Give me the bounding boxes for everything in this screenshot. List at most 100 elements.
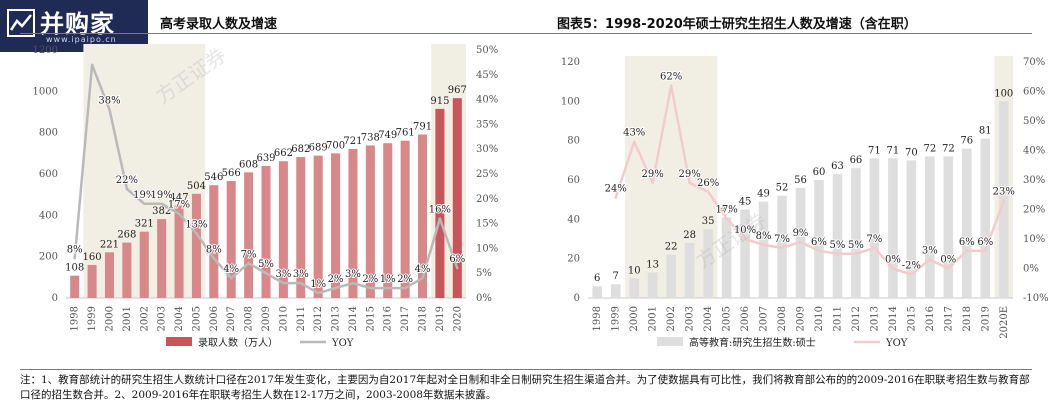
- x-axis-tick-label: 2019: [435, 306, 446, 331]
- bar-value-label: 70: [905, 147, 918, 158]
- chart1-title: 高考录取人数及增速: [160, 17, 278, 32]
- yoy-value-label: 19%: [133, 190, 155, 201]
- yoy-point: [160, 202, 163, 205]
- yoy-value-label: 17%: [168, 200, 190, 211]
- yoy-value-label: 2%: [328, 274, 344, 285]
- x-axis-tick-label: 2011: [296, 306, 307, 331]
- bar: [70, 275, 80, 298]
- bar: [943, 156, 954, 298]
- yoy-value-label: 7%: [241, 249, 257, 260]
- yoy-value-label: 23%: [993, 187, 1015, 198]
- yoy-value-label: 17%: [715, 204, 737, 215]
- bar-value-label: 49: [757, 189, 770, 200]
- bar-value-label: 10: [628, 265, 641, 276]
- yoy-value-label: 62%: [660, 72, 682, 83]
- x-axis-tick-label: 2013: [331, 306, 342, 331]
- left-axis-tick-label: 1000: [33, 86, 58, 97]
- bar-value-label: 160: [83, 252, 102, 263]
- yoy-point: [614, 196, 617, 199]
- yoy-point: [403, 286, 407, 290]
- x-axis-tick-label: 2004: [703, 306, 714, 331]
- yoy-point: [143, 202, 146, 205]
- logo: 并购家 www.ipaipo.cn: [0, 0, 148, 52]
- yoy-value-label: 3%: [922, 246, 938, 257]
- x-axis-tick-label: 2008: [777, 306, 788, 331]
- bar: [740, 209, 750, 298]
- bar-value-label: 546: [204, 172, 223, 183]
- bar: [226, 181, 236, 298]
- yoy-value-label: 5%: [830, 240, 846, 251]
- yoy-point: [965, 249, 969, 252]
- chart1-admissions: 0 200 400 600 800 1000 1200 0% 5% 10% 15% 20% 25% 30%…: [33, 44, 498, 349]
- yoy-value-label: 5%: [258, 259, 274, 270]
- bar-value-label: 41: [720, 204, 733, 215]
- yoy-value-label: 19%: [151, 190, 173, 201]
- right-axis-tick-label: 10%: [476, 243, 498, 254]
- chart2-title: 图表5：1998-2020年硕士研究生招生人数及增速（含在职）: [557, 17, 917, 32]
- yoy-point: [688, 181, 691, 185]
- x-axis-tick-label: 2001: [648, 306, 659, 331]
- bar-value-label: 81: [979, 126, 992, 137]
- logo-url: www.ipaipo.cn: [46, 35, 117, 44]
- bar: [629, 278, 639, 298]
- left-axis-tick-label: 1200: [33, 45, 58, 56]
- yoy-value-label: 0%: [940, 255, 956, 266]
- bar-value-label: 71: [868, 145, 881, 156]
- left-axis-tick-label: 200: [39, 252, 58, 263]
- legend-line-label: YOY: [331, 338, 354, 349]
- bar-value-label: 447: [169, 193, 188, 204]
- bar: [365, 145, 375, 298]
- yoy-point: [706, 190, 710, 193]
- x-axis-tick-label: 2008: [244, 306, 255, 331]
- bar-value-label: 7: [613, 271, 619, 282]
- x-axis-tick-label: 2015: [365, 306, 376, 331]
- bar: [418, 134, 428, 298]
- yoy-point: [780, 246, 784, 250]
- bar-value-label: 35: [702, 216, 715, 227]
- left-axis-tick-label: 60: [567, 175, 580, 186]
- x-axis-tick-label: 1999: [87, 306, 98, 331]
- left-axis-tick-label: 0: [574, 293, 580, 304]
- yoy-point: [725, 217, 728, 220]
- right-axis-tick-label: 40%: [476, 95, 498, 106]
- bar-value-label: 608: [239, 159, 258, 170]
- bar: [174, 205, 184, 298]
- bar: [383, 143, 393, 298]
- bar-value-label: 682: [291, 144, 310, 155]
- bar-value-label: 738: [361, 132, 380, 143]
- yoy-point: [651, 181, 654, 185]
- bar: [814, 180, 824, 298]
- bar: [610, 284, 621, 298]
- bar-value-label: 6: [594, 273, 600, 284]
- yoy-point: [386, 286, 389, 290]
- x-axis-tick-label: 2015: [906, 306, 917, 331]
- bar: [139, 231, 149, 298]
- x-axis-tick-label: 2017: [400, 306, 411, 331]
- bar: [331, 153, 341, 298]
- x-axis-tick-label: 2007: [226, 306, 237, 331]
- bar-value-label: 76: [960, 136, 973, 147]
- bar-value-label: 791: [413, 122, 432, 133]
- bar-value-label: 321: [135, 219, 154, 230]
- yoy-point: [195, 232, 198, 235]
- x-axis-tick-label: 1998: [592, 306, 603, 331]
- bar-value-label: 45: [739, 197, 752, 208]
- left-axis-tick-label: 0: [52, 293, 58, 304]
- right-axis-tick-label: -10%: [1023, 293, 1049, 304]
- yoy-point: [910, 273, 913, 276]
- yoy-point: [438, 217, 442, 220]
- bar-value-label: 967: [448, 85, 467, 96]
- x-axis-tick-label: 1998: [70, 306, 81, 331]
- bar-value-label: 504: [187, 181, 206, 192]
- x-axis-tick-label: 2010: [278, 306, 289, 331]
- bar: [296, 157, 306, 298]
- chart2-masters: 020406080100120-10%0%10%20%30%40%50%60%7…: [561, 56, 1049, 349]
- bar-value-label: 72: [923, 143, 936, 154]
- x-axis-tick-label: 2004: [174, 306, 185, 331]
- yoy-point: [177, 212, 181, 215]
- yoy-point: [334, 286, 337, 290]
- right-axis-tick-label: 50%: [1023, 116, 1045, 127]
- yoy-value-label: 4%: [415, 264, 431, 275]
- yoy-point: [282, 281, 285, 285]
- bar: [832, 174, 843, 298]
